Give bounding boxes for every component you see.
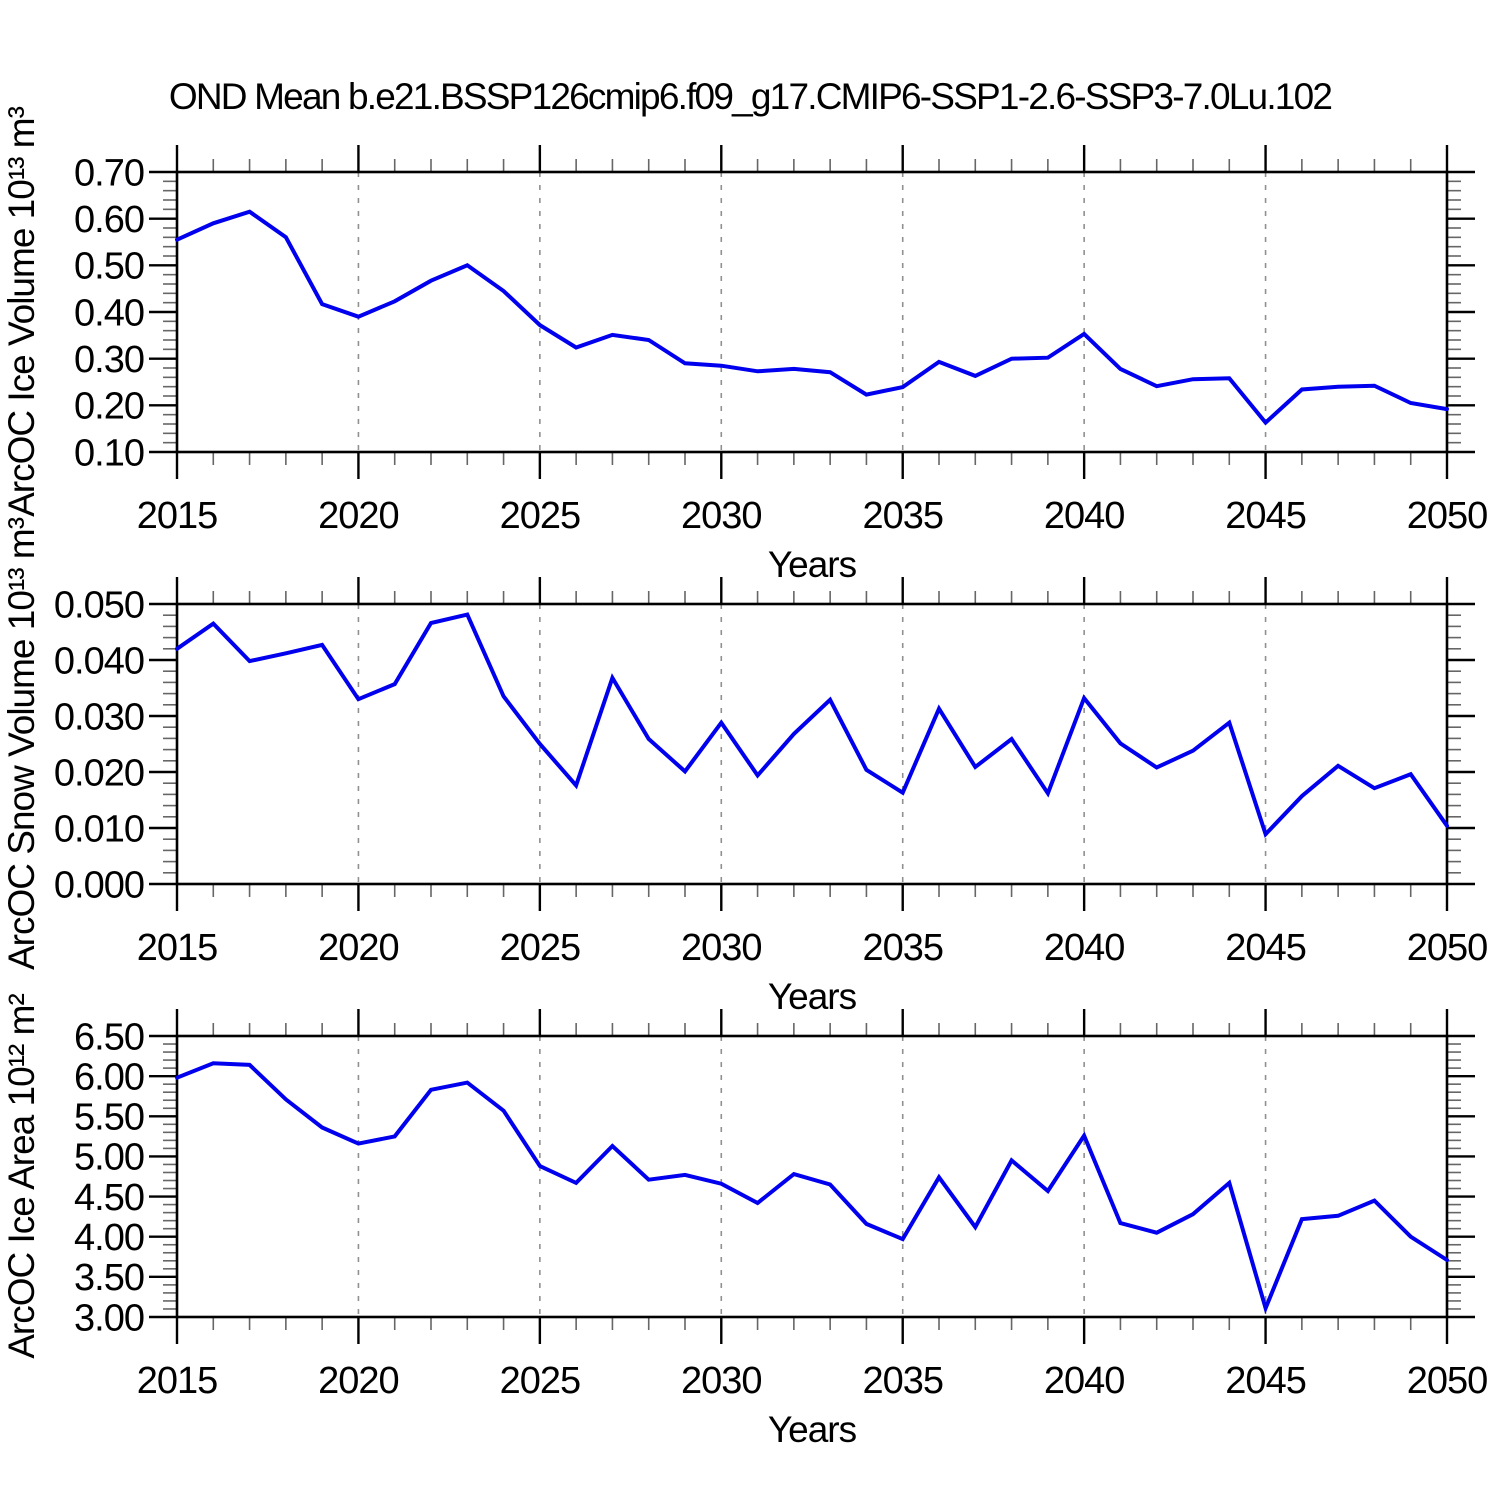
x-tick-label: 2025 xyxy=(500,495,581,537)
x-tick-label: 2045 xyxy=(1225,1360,1306,1402)
x-tick-label: 2040 xyxy=(1044,927,1125,969)
plot-frame xyxy=(175,602,1449,886)
y-tick-label: 0.30 xyxy=(74,339,144,381)
ice-area-chart: 3.003.504.004.505.005.506.006.50 2015 2020… xyxy=(1,994,1488,1450)
x-axis-title: Years xyxy=(768,1409,857,1450)
x-tick-label: 2030 xyxy=(681,495,762,537)
x-tick-label: 2030 xyxy=(681,1360,762,1402)
y-tick-label: 5.50 xyxy=(74,1097,144,1139)
x-tick-label: 2040 xyxy=(1044,1360,1125,1402)
x-tick-label: 2035 xyxy=(862,1360,943,1402)
y-tick-label: 0.50 xyxy=(74,246,144,288)
x-tick-label: 2050 xyxy=(1407,927,1488,969)
x-tick-label: 2015 xyxy=(137,927,218,969)
x-tick-label: 2020 xyxy=(318,495,399,537)
y-tick-label: 0.60 xyxy=(74,199,144,241)
y-tick-label: 0.030 xyxy=(54,696,144,738)
y-tick-label: 0.70 xyxy=(74,152,144,194)
y-tick-label: 0.040 xyxy=(54,640,144,682)
y-tick-label: 0.20 xyxy=(74,386,144,428)
x-tick-label: 2015 xyxy=(137,1360,218,1402)
y-tick-label: 4.50 xyxy=(74,1177,144,1219)
x-tick-label: 2035 xyxy=(862,927,943,969)
x-tick-label: 2035 xyxy=(862,495,943,537)
y-axis-title: ArcOC Snow Volume 10¹³ m³ xyxy=(1,517,42,970)
y-tick-label: 5.00 xyxy=(74,1137,144,1179)
x-tick-label: 2015 xyxy=(137,495,218,537)
plot-frame xyxy=(175,170,1449,454)
y-tick-label: 0.000 xyxy=(54,864,144,906)
y-tick-label: 3.50 xyxy=(74,1257,144,1299)
y-tick-label: 0.020 xyxy=(54,752,144,794)
x-tick-label: 2050 xyxy=(1407,1360,1488,1402)
x-tick-label: 2030 xyxy=(681,927,762,969)
x-tick-label: 2045 xyxy=(1225,927,1306,969)
snow-volume-chart: 0.000 0.010 0.020 0.030 0.040 0.050 2015 2020 20… xyxy=(1,517,1488,1017)
x-tick-label: 2025 xyxy=(500,927,581,969)
x-tick-label: 2025 xyxy=(500,1360,581,1402)
y-tick-label: 0.010 xyxy=(54,808,144,850)
x-tick-label: 2045 xyxy=(1225,495,1306,537)
y-tick-label: 6.50 xyxy=(74,1016,144,1058)
x-tick-label: 2050 xyxy=(1407,495,1488,537)
figure-title: OND Mean b.e21.BSSP126cmip6.f09_g17.CMIP… xyxy=(168,76,1333,117)
y-tick-label: 0.40 xyxy=(74,292,144,334)
y-axis-title: ArcOC Ice Volume 10¹³ m³ xyxy=(1,106,42,517)
ice-volume-chart: 0.100.20 0.30 0.400.50 0.60 0.70 2015 2020 2025… xyxy=(1,106,1488,585)
data-line xyxy=(175,209,1449,426)
x-tick-label: 2040 xyxy=(1044,495,1125,537)
y-tick-label: 6.00 xyxy=(74,1056,144,1098)
y-axis-title: ArcOC Ice Area 10¹² m² xyxy=(1,994,42,1359)
y-tick-label: 4.00 xyxy=(74,1217,144,1259)
plot-frame xyxy=(175,1034,1449,1319)
x-axis-title: Years xyxy=(768,544,857,585)
data-line xyxy=(175,1061,1449,1315)
x-tick-label: 2020 xyxy=(318,927,399,969)
x-axis-title: Years xyxy=(768,976,857,1017)
data-line xyxy=(175,612,1449,839)
y-tick-label: 0.10 xyxy=(74,432,144,474)
y-tick-label: 3.00 xyxy=(74,1297,144,1339)
y-tick-label: 0.050 xyxy=(54,584,144,626)
x-tick-label: 2020 xyxy=(318,1360,399,1402)
